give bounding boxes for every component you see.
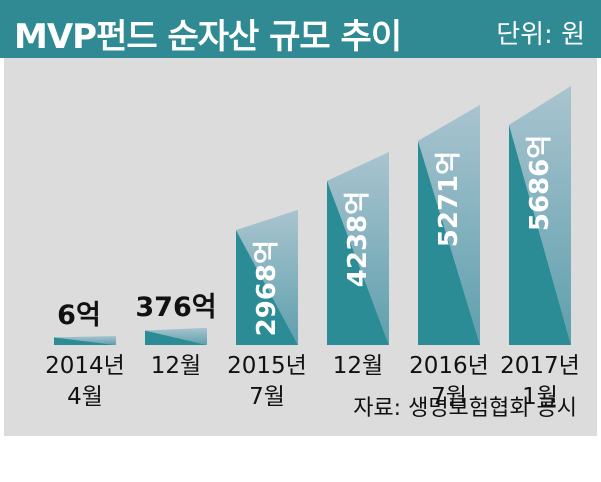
- value-label-4: 5271억: [434, 151, 464, 247]
- bar-face-dark-5: [509, 124, 571, 345]
- bar-face-light-4: [418, 104, 480, 345]
- category-label-1-0: 12월: [151, 353, 201, 379]
- bar-2: 2968억 2015년 7월: [227, 209, 307, 410]
- bar-face-light-2: [236, 209, 298, 345]
- bar-face-light-3: [327, 151, 389, 345]
- category-label-0-1: 4월: [67, 384, 103, 410]
- category-label-4-1: 7월: [431, 384, 467, 410]
- bar-face-dark-2: [236, 230, 298, 345]
- category-label-0-0: 2014년: [45, 353, 125, 379]
- bar-face-dark-1: [145, 330, 207, 345]
- category-label-5-0: 2017년: [500, 353, 580, 379]
- bar-face-light-0: [54, 336, 116, 345]
- bar-face-light-1: [145, 327, 207, 345]
- value-label-5: 5686억: [525, 135, 555, 231]
- value-label-1: 376억: [135, 292, 216, 323]
- bar-face-dark-3: [327, 180, 389, 345]
- category-label-3-0: 12월: [333, 353, 383, 379]
- category-label-2-0: 2015년: [227, 353, 307, 379]
- bar-face-dark-0: [54, 337, 116, 345]
- category-label-4-0: 2016년: [409, 353, 489, 379]
- bar-face-light-5: [509, 86, 571, 345]
- bar-face-dark-4: [418, 140, 480, 345]
- value-label-0: 6억: [57, 300, 101, 331]
- value-label-2: 2968억: [252, 240, 282, 336]
- bar-1: 376억 12월: [135, 292, 216, 379]
- value-label-3: 4238억: [343, 191, 373, 287]
- title-bar: MVP펀드 순자산 규모 추이 단위: 원: [0, 0, 601, 58]
- bar-0: 6억 2014년 4월: [45, 300, 125, 410]
- chart-area: 6억 2014년 4월 376억 12월 2968억 2015년 7월 4238억 12월 5271…: [4, 58, 597, 436]
- category-label-2-1: 7월: [249, 384, 285, 410]
- unit-label: 단위: 원: [496, 20, 585, 50]
- bar-3: 4238억 12월: [327, 151, 389, 379]
- category-label-5-1: 1월: [522, 384, 558, 410]
- source-note: 자료: 생명보험협회 공시: [353, 396, 577, 421]
- chart-title: MVP펀드 순자산 규모 추이: [14, 17, 402, 57]
- bar-chart: 6억 2014년 4월 376억 12월 2968억 2015년 7월 4238억 12월 5271…: [45, 86, 580, 410]
- bar-5: 5686억 2017년 1월: [500, 86, 580, 410]
- bar-4: 5271억 2016년 7월: [409, 104, 489, 410]
